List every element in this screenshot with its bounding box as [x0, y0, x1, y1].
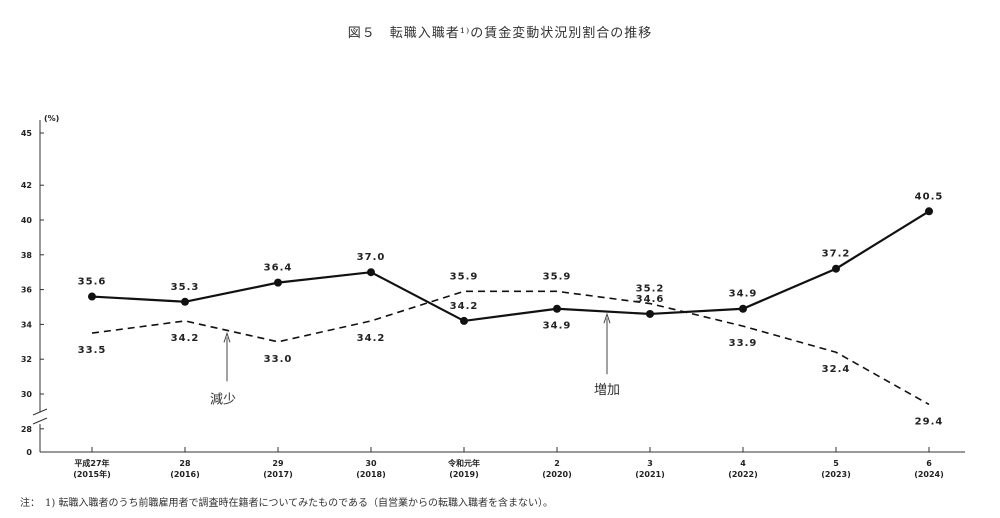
data-label-dashed: 34.2 — [171, 333, 200, 344]
data-point — [274, 278, 282, 287]
data-point — [553, 304, 561, 313]
y-tick-label: 30 — [21, 390, 33, 399]
y-tick-label: 38 — [21, 251, 33, 260]
data-label-dashed: 33.0 — [264, 354, 293, 365]
y-tick-label: 45 — [21, 129, 33, 138]
x-tick-sublabel: (2020) — [542, 470, 572, 479]
data-point — [832, 264, 840, 273]
data-label-solid: 34.2 — [450, 301, 479, 312]
chart-title: 図５ 転職入職者¹⁾の賃金変動状況別割合の推移 — [347, 26, 653, 41]
data-point — [646, 309, 654, 318]
series-line-solid — [91, 210, 930, 323]
x-tick-sublabel: (2017) — [263, 470, 293, 479]
data-point — [367, 268, 375, 277]
annotation-decrease: 減少 — [210, 391, 236, 407]
data-label-solid: 40.5 — [915, 191, 944, 202]
y-tick-label: 32 — [21, 355, 32, 364]
data-label-dashed: 34.2 — [357, 333, 386, 344]
x-tick-label: 6 — [926, 459, 932, 468]
x-tick-label: 29 — [272, 459, 284, 468]
x-tick-sublabel: (2024) — [914, 470, 944, 479]
annotation-arrowhead-decrease — [223, 331, 231, 343]
data-label-solid: 35.3 — [171, 282, 200, 293]
y-tick-label: 36 — [21, 286, 33, 295]
axis-break-mark-bottom — [32, 417, 48, 425]
footnote: 注： 1) 転職入職者のうち前職雇用者で調査時在籍者についてみたものである（自営… — [20, 498, 554, 509]
y-tick-label: 40 — [21, 216, 33, 225]
data-label-solid: 37.0 — [357, 252, 386, 263]
x-tick-label: 5 — [833, 459, 839, 468]
data-point — [739, 304, 747, 313]
x-tick-label: 平成27年 — [74, 458, 109, 468]
axis-break-mark-top — [32, 408, 48, 416]
x-tick-label: 30 — [365, 459, 377, 468]
x-tick-sublabel: (2015年) — [73, 469, 111, 479]
data-label-dashed: 35.2 — [636, 284, 665, 295]
x-tick-sublabel: (2016) — [170, 470, 200, 479]
y-tick-label: 34 — [21, 320, 33, 329]
data-label-solid: 34.6 — [636, 294, 665, 305]
data-label-dashed: 32.4 — [822, 364, 851, 375]
x-tick-label: 2 — [554, 459, 560, 468]
x-tick-sublabel: (2019) — [449, 470, 479, 479]
data-label-dashed: 33.9 — [729, 338, 758, 349]
x-tick-label: 3 — [647, 459, 653, 468]
annotation-increase: 増加 — [594, 383, 620, 398]
data-label-dashed: 33.5 — [78, 345, 107, 356]
line-chart: (%)4542403836343230280平成27年(2015年)28(201… — [21, 114, 965, 479]
data-label-dashed: 35.9 — [450, 271, 479, 282]
data-label-dashed: 29.4 — [915, 416, 944, 427]
data-point — [925, 207, 933, 216]
x-tick-label: 令和元年 — [447, 458, 480, 468]
x-tick-sublabel: (2022) — [728, 470, 758, 479]
y-tick-label: 0 — [26, 448, 32, 457]
y-tick-label: 28 — [21, 425, 33, 434]
x-tick-sublabel: (2023) — [821, 470, 851, 479]
data-label-solid: 35.6 — [78, 277, 107, 288]
data-point — [460, 316, 468, 325]
series-line-dashed — [91, 290, 930, 406]
data-point — [181, 297, 189, 306]
data-label-dashed: 35.9 — [543, 271, 572, 282]
data-label-solid: 37.2 — [822, 249, 851, 260]
x-tick-sublabel: (2018) — [356, 470, 386, 479]
data-point — [88, 292, 96, 301]
y-tick-label: 42 — [21, 181, 32, 190]
x-tick-sublabel: (2021) — [635, 470, 665, 479]
data-label-solid: 34.9 — [729, 289, 758, 300]
data-label-solid: 36.4 — [264, 263, 293, 274]
annotation-arrowhead-increase — [603, 312, 611, 324]
x-tick-label: 4 — [740, 459, 746, 468]
x-tick-label: 28 — [179, 459, 191, 468]
data-label-solid: 34.9 — [543, 321, 572, 332]
y-axis-unit-label: (%) — [44, 114, 59, 123]
